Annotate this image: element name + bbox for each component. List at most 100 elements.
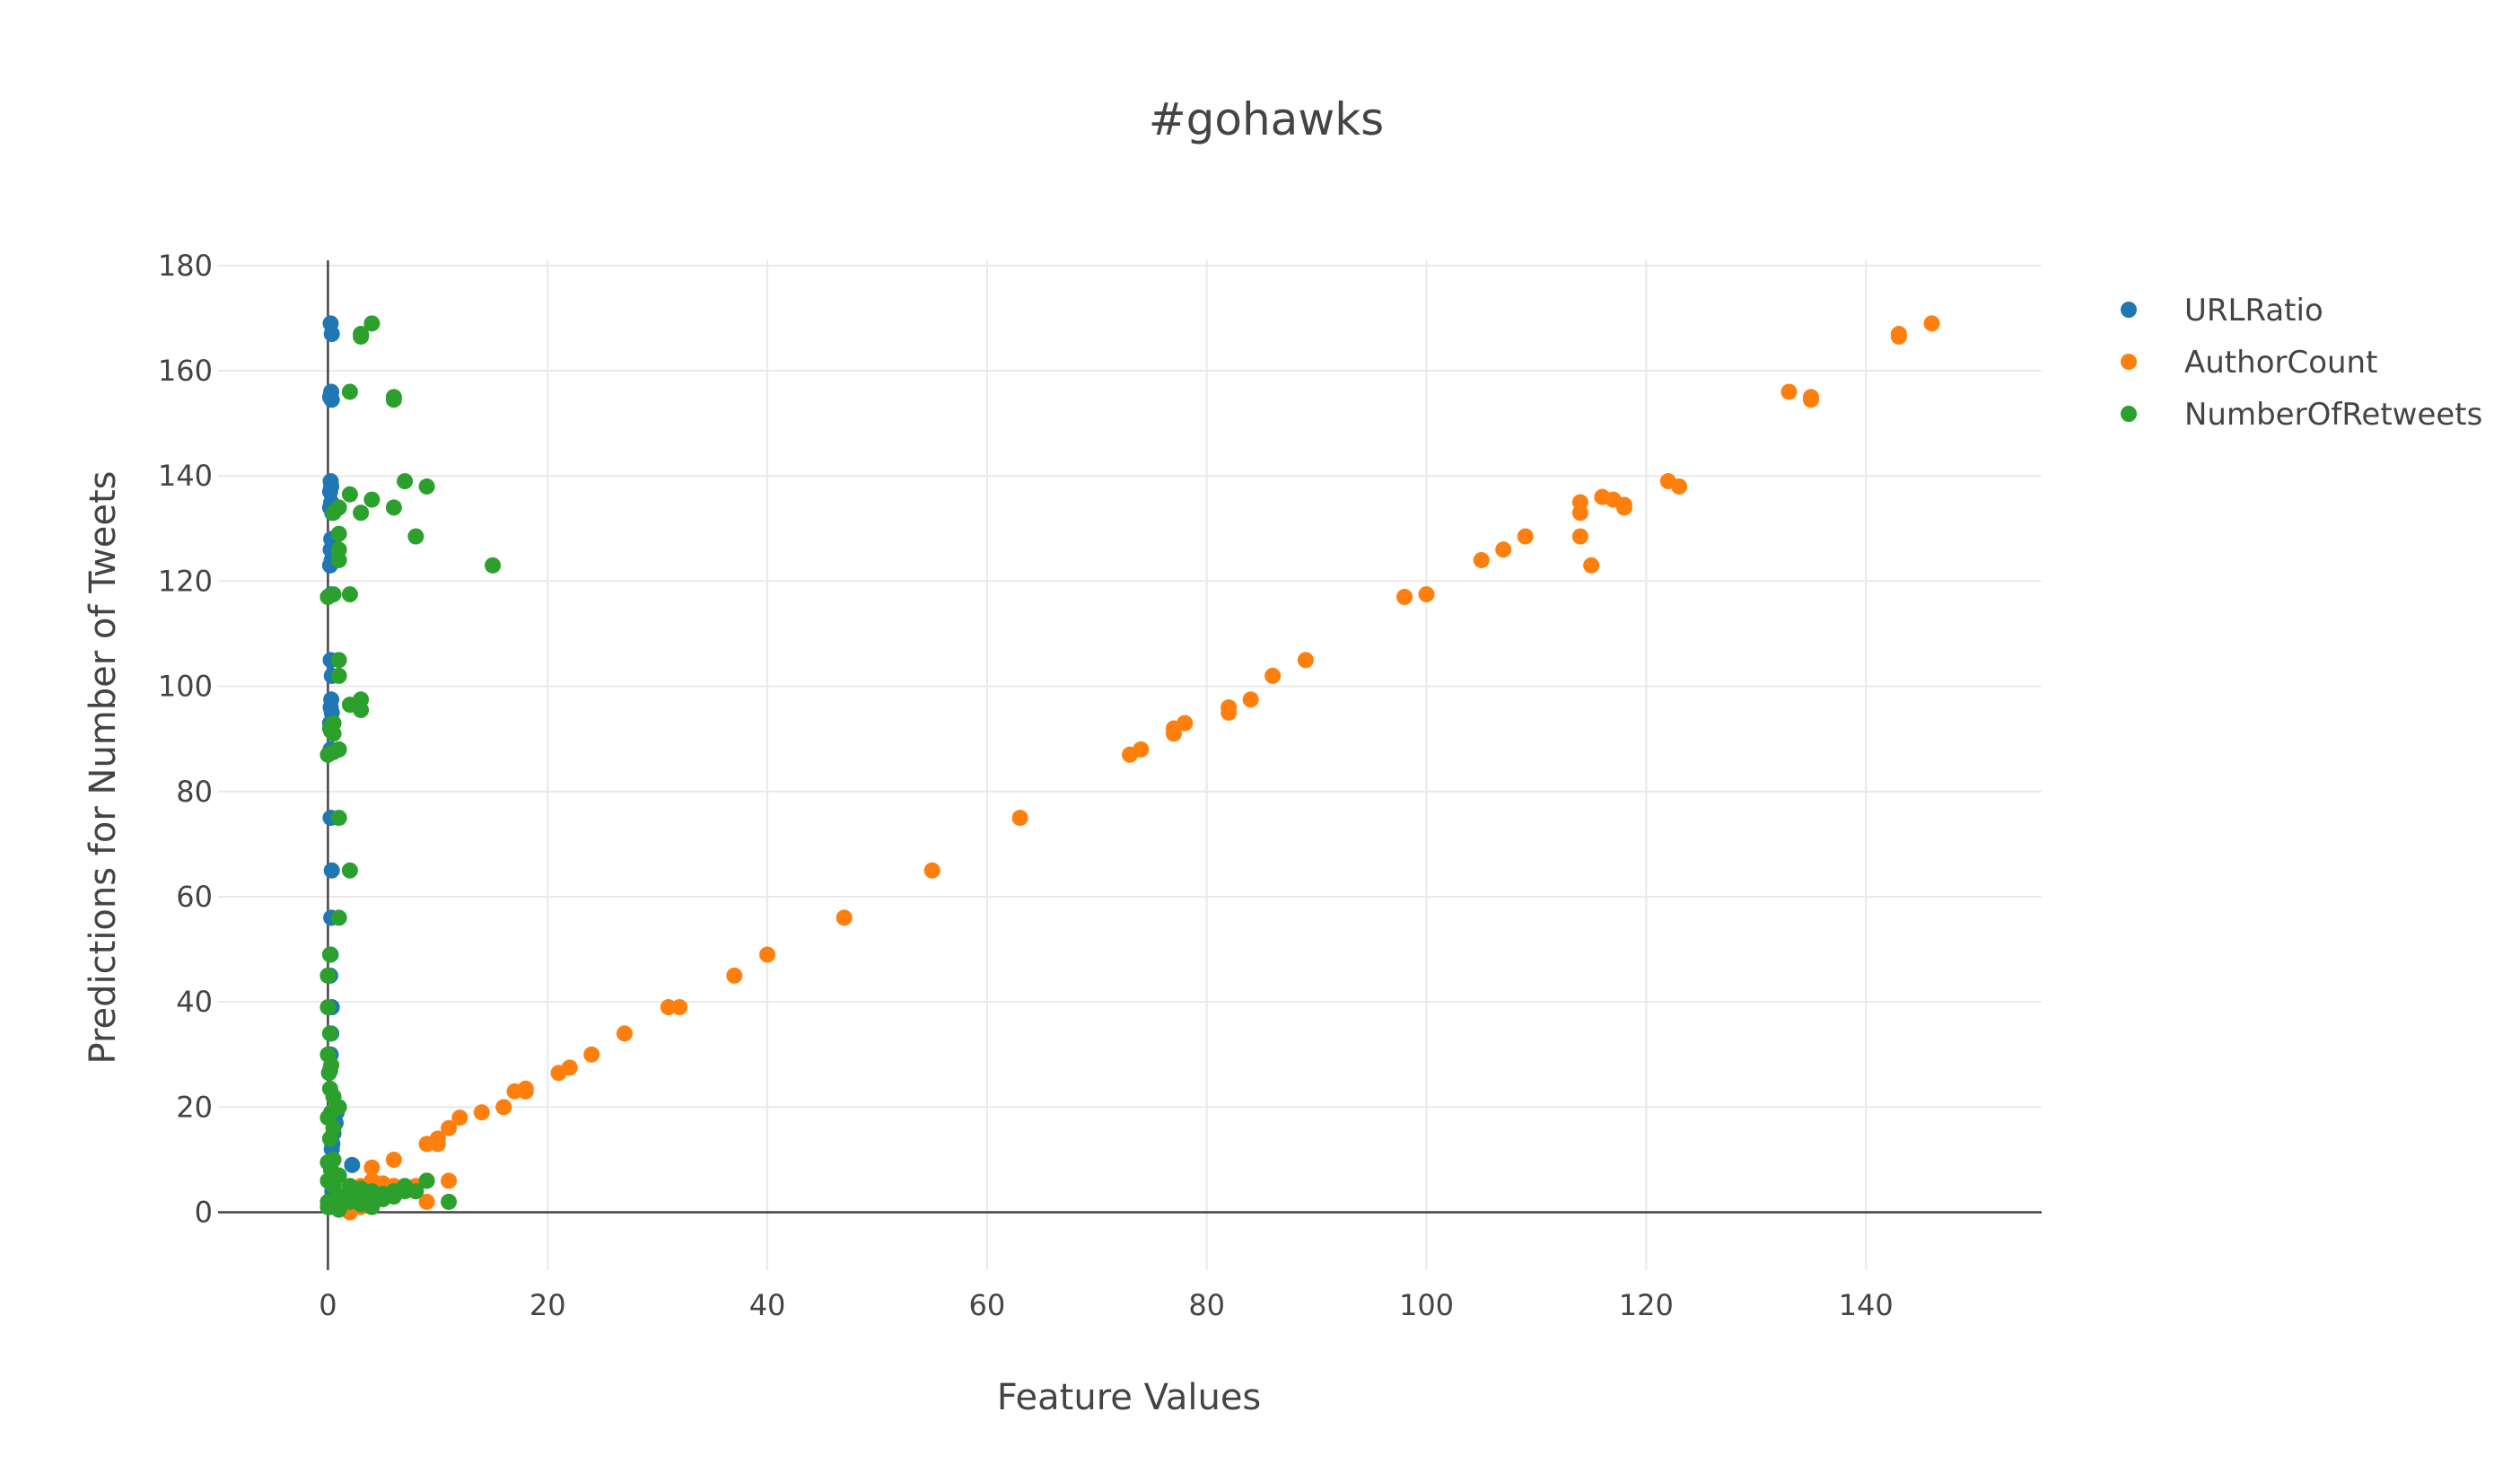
- data-point: [485, 557, 502, 574]
- x-tick-label: 60: [969, 1288, 1006, 1322]
- data-point: [363, 491, 381, 508]
- data-point: [923, 862, 941, 879]
- data-point: [385, 1151, 402, 1168]
- y-tick-label: 40: [176, 985, 213, 1019]
- data-point: [397, 473, 414, 490]
- data-point: [660, 999, 677, 1016]
- data-point: [344, 1156, 361, 1173]
- data-point: [341, 486, 358, 503]
- data-point: [1890, 328, 1907, 345]
- x-tick-label: 20: [529, 1288, 566, 1322]
- data-point: [441, 1193, 458, 1210]
- data-point: [418, 1172, 435, 1189]
- data-point: [759, 946, 776, 963]
- data-point: [1615, 499, 1632, 516]
- data-point: [353, 504, 370, 522]
- y-tick-label: 140: [158, 459, 213, 493]
- data-point: [330, 525, 347, 542]
- data-point: [385, 1183, 402, 1200]
- data-point: [1221, 704, 1238, 721]
- legend-item-AuthorCount[interactable]: AuthorCount: [2121, 345, 2377, 381]
- data-point: [330, 1201, 347, 1218]
- data-point: [325, 725, 342, 742]
- data-point: [407, 528, 424, 545]
- data-point: [550, 1065, 567, 1082]
- y-tick-label: 100: [158, 670, 213, 704]
- data-point: [341, 586, 358, 603]
- y-tick-label: 20: [176, 1090, 213, 1124]
- data-point: [319, 746, 337, 763]
- data-point: [1473, 551, 1490, 568]
- x-axis-title: Feature Values: [997, 1377, 1262, 1418]
- data-point: [1418, 586, 1435, 603]
- legend[interactable]: URLRatio AuthorCount NumberOfRetweets: [2121, 293, 2482, 433]
- x-tick-label: 140: [1839, 1288, 1894, 1322]
- data-point: [385, 499, 402, 516]
- x-tick-label: 100: [1399, 1288, 1454, 1322]
- data-point: [1242, 691, 1259, 708]
- legend-marker: [2121, 302, 2137, 318]
- data-point: [320, 1065, 337, 1082]
- data-point: [1802, 391, 1819, 408]
- legend-label: AuthorCount: [2184, 345, 2377, 381]
- data-point: [321, 1025, 338, 1042]
- data-point: [321, 1130, 338, 1147]
- data-point: [1011, 810, 1028, 827]
- data-point: [517, 1083, 534, 1100]
- y-tick-label: 80: [176, 775, 213, 809]
- data-point: [319, 999, 337, 1016]
- legend-label: URLRatio: [2184, 293, 2323, 329]
- axes: [218, 260, 2042, 1270]
- data-point: [353, 701, 370, 718]
- data-point: [616, 1025, 633, 1042]
- x-tick-label: 0: [319, 1288, 337, 1322]
- legend-marker: [2121, 354, 2137, 370]
- series-NumberOfRetweets: [319, 315, 502, 1218]
- data-point: [323, 326, 340, 343]
- data-point: [1495, 541, 1512, 558]
- data-point: [319, 967, 337, 984]
- data-point: [495, 1099, 512, 1116]
- data-point: [353, 328, 370, 345]
- legend-item-NumberOfRetweets[interactable]: NumberOfRetweets: [2121, 397, 2482, 433]
- y-tick-label: 60: [176, 880, 213, 914]
- data-point: [407, 1183, 424, 1200]
- data-point: [441, 1172, 458, 1189]
- data-point: [1923, 315, 1940, 332]
- data-point: [418, 1193, 435, 1210]
- data-point: [726, 967, 743, 984]
- data-point: [1297, 652, 1314, 669]
- data-point: [1165, 725, 1182, 742]
- data-point: [330, 652, 347, 669]
- x-tick-label: 40: [749, 1288, 786, 1322]
- data-point: [341, 862, 358, 879]
- data-point: [330, 810, 347, 827]
- data-point: [473, 1104, 490, 1121]
- data-point: [385, 391, 402, 408]
- data-point: [330, 667, 347, 684]
- data-point: [363, 1159, 381, 1176]
- data-point: [321, 946, 338, 963]
- data-point: [330, 551, 347, 568]
- data-point: [319, 589, 337, 605]
- data-point: [1571, 528, 1588, 545]
- y-tick-label: 160: [158, 354, 213, 388]
- x-tick-label: 80: [1188, 1288, 1225, 1322]
- data-point: [1264, 667, 1282, 684]
- data-point: [441, 1119, 458, 1136]
- data-point: [451, 1109, 468, 1127]
- data-point: [323, 391, 340, 408]
- data-point: [418, 478, 435, 495]
- data-point: [341, 1186, 358, 1203]
- data-point: [330, 909, 347, 926]
- y-axis-title: Predictions for Number of Tweets: [83, 471, 124, 1065]
- data-point: [363, 315, 381, 332]
- data-point: [1517, 528, 1534, 545]
- data-point: [341, 383, 358, 400]
- legend-item-URLRatio[interactable]: URLRatio: [2121, 293, 2323, 329]
- y-tick-label: 0: [195, 1196, 213, 1230]
- data-point: [325, 504, 342, 522]
- data-point: [1671, 478, 1688, 495]
